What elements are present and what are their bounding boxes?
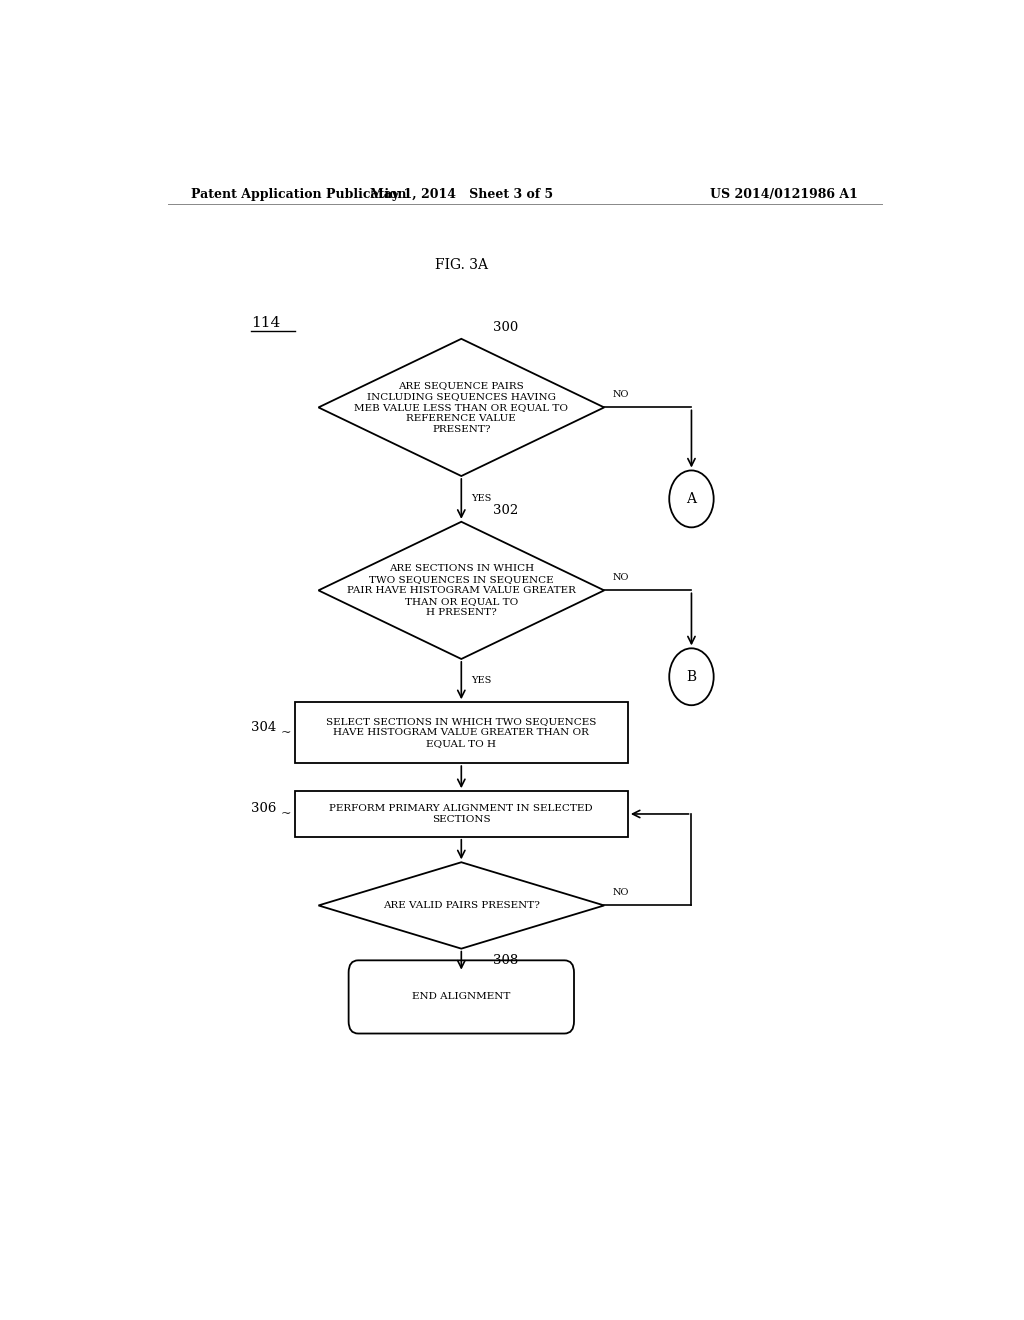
Bar: [295, 791, 628, 837]
Bar: [295, 702, 628, 763]
Text: PERFORM PRIMARY ALIGNMENT IN SELECTED
SECTIONS: PERFORM PRIMARY ALIGNMENT IN SELECTED SE…: [330, 804, 593, 824]
Text: A: A: [686, 492, 696, 506]
Text: May 1, 2014   Sheet 3 of 5: May 1, 2014 Sheet 3 of 5: [370, 189, 553, 202]
Text: 304: 304: [251, 721, 276, 734]
Text: 300: 300: [494, 321, 518, 334]
Text: B: B: [686, 669, 696, 684]
Text: 308: 308: [494, 954, 518, 966]
Text: ~: ~: [281, 726, 291, 739]
Text: ARE SECTIONS IN WHICH
TWO SEQUENCES IN SEQUENCE
PAIR HAVE HISTOGRAM VALUE GREATE: ARE SECTIONS IN WHICH TWO SEQUENCES IN S…: [347, 564, 575, 616]
Text: ARE SEQUENCE PAIRS
INCLUDING SEQUENCES HAVING
MEB VALUE LESS THAN OR EQUAL TO
RE: ARE SEQUENCE PAIRS INCLUDING SEQUENCES H…: [354, 380, 568, 434]
Text: 302: 302: [494, 504, 518, 516]
Text: YES: YES: [471, 495, 492, 503]
Text: US 2014/0121986 A1: US 2014/0121986 A1: [711, 189, 858, 202]
Text: SELECT SECTIONS IN WHICH TWO SEQUENCES
HAVE HISTOGRAM VALUE GREATER THAN OR
EQUA: SELECT SECTIONS IN WHICH TWO SEQUENCES H…: [326, 717, 597, 748]
Text: NO: NO: [612, 573, 629, 582]
Text: ARE VALID PAIRS PRESENT?: ARE VALID PAIRS PRESENT?: [383, 902, 540, 909]
Text: END ALIGNMENT: END ALIGNMENT: [412, 993, 511, 1002]
Text: 306: 306: [251, 803, 276, 816]
Text: YES: YES: [471, 676, 492, 685]
Text: FIG. 3A: FIG. 3A: [435, 259, 487, 272]
Text: NO: NO: [612, 888, 629, 898]
Text: 114: 114: [251, 315, 281, 330]
Text: Patent Application Publication: Patent Application Publication: [191, 189, 407, 202]
Text: NO: NO: [612, 391, 629, 399]
Text: ~: ~: [281, 808, 291, 821]
